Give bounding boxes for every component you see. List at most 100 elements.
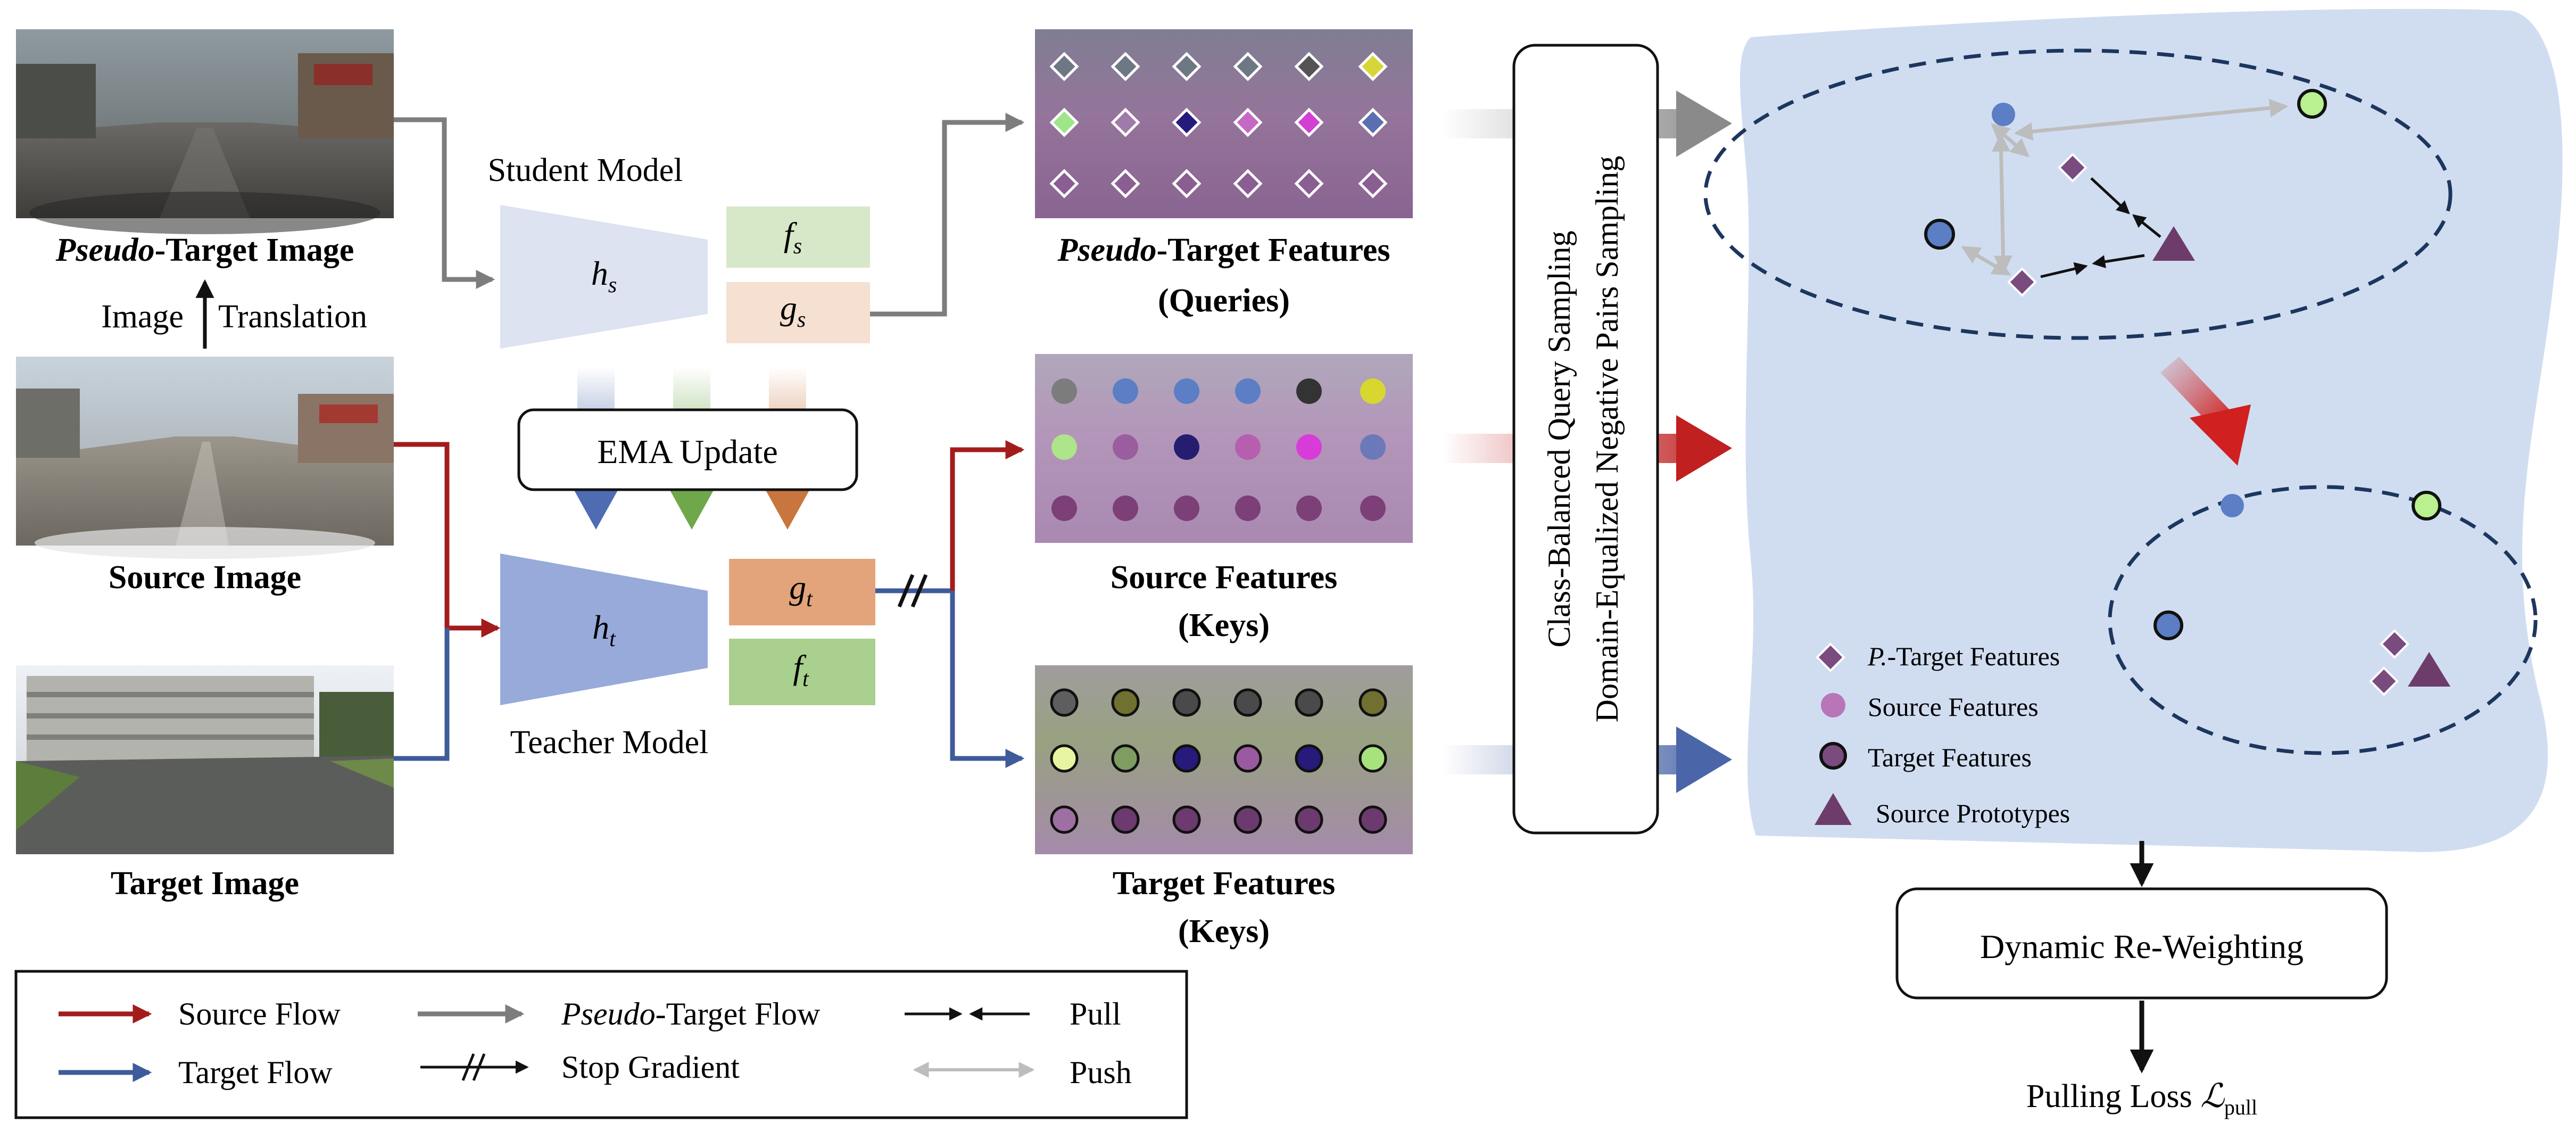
teacher-ft-box: [729, 639, 875, 705]
target-feature-marker: [1111, 805, 1140, 834]
embedding-cluster-before: [1703, 48, 2453, 340]
embedding-cluster-after: [2108, 485, 2538, 755]
legend-target-features-label: Target Features: [1868, 742, 2032, 772]
legend-source-prototypes-icon: [1815, 793, 1852, 825]
target-feature-marker: [1359, 744, 1387, 773]
student-model-label: Student Model: [488, 152, 683, 188]
student-gs-box: [726, 282, 870, 343]
after-source-prototype: [2408, 652, 2450, 687]
pull-arrow-2: [2132, 214, 2161, 238]
source-feature-marker: [1051, 496, 1077, 521]
source-feature-marker: [1360, 378, 1386, 404]
feature-map-markers: [1049, 52, 1388, 834]
query-feature-marker: [1172, 108, 1202, 137]
legend-stop-gradient-slash-1: [461, 1053, 475, 1081]
target-feature-point-blue: [1924, 219, 1955, 250]
target-feature-marker: [1172, 805, 1201, 834]
after-source-feature-point-blue: [2221, 494, 2244, 517]
legend-pseudo-target-icon: [1816, 642, 1845, 672]
target-flow-arrow-to-keys: [950, 591, 1025, 768]
source-image-caption: Source Image: [109, 559, 301, 596]
target-feature-point-green: [2297, 89, 2327, 119]
source-feature-marker: [1113, 378, 1138, 404]
after-target-feature-point-blue: [2153, 610, 2183, 640]
legend-stop-gradient-slash-2: [472, 1053, 486, 1081]
query-feature-marker: [1049, 52, 1079, 81]
source-feature-point-blue: [1992, 103, 2015, 126]
image-translation-right-label: Translation: [218, 299, 367, 335]
sampling-arrow-red-head: [1676, 415, 1732, 482]
source-feature-marker: [1296, 434, 1322, 460]
legend-pull-label: Pull: [1070, 996, 1121, 1031]
transition-arrow-head: [2190, 404, 2251, 466]
source-feature-marker: [1174, 378, 1199, 404]
pseudo-flow-arrow-to-student: [394, 117, 495, 289]
target-feature-map: [1035, 665, 1413, 854]
query-feature-marker: [1049, 108, 1079, 137]
source-feature-marker: [1051, 378, 1077, 404]
target-feature-marker: [1359, 688, 1387, 717]
student-gs-label: gs: [780, 289, 806, 332]
sampling-class-balanced-label: Class-Balanced Query Sampling: [1542, 230, 1577, 647]
legend-source-prototypes-label: Source Prototypes: [1876, 798, 2070, 828]
push-arrow-1: [2014, 98, 2289, 141]
source-feature-marker: [1296, 378, 1322, 404]
target-feature-marker: [1172, 688, 1201, 717]
flow-legend-box: [14, 970, 1188, 1119]
target-feature-marker: [1233, 744, 1262, 773]
source-feature-marker: [1235, 378, 1261, 404]
query-feature-marker: [1294, 108, 1324, 137]
sampling-box: [1512, 44, 1659, 835]
target-feature-marker: [1172, 744, 1201, 773]
source-feature-map: [1035, 354, 1413, 543]
source-feature-marker: [1235, 496, 1261, 521]
ema-update-label: EMA Update: [597, 433, 778, 470]
source-image: [16, 357, 394, 559]
ema-arrowhead-green: [665, 482, 718, 530]
source-feature-marker: [1113, 434, 1138, 460]
source-prototype-1: [2152, 226, 2195, 261]
target-feature-marker: [1233, 805, 1262, 834]
ema-arrowhead-orange: [761, 482, 814, 530]
pseudo-target-features-title: Pseudo-Target Features: [1057, 232, 1390, 268]
after-pseudo-target-feature-point-2: [2369, 666, 2399, 696]
query-feature-marker: [1111, 108, 1140, 137]
legend-target-flow-label: Target Flow: [178, 1055, 333, 1090]
pseudo-target-feature-map: [1035, 29, 1413, 218]
source-flow-arrow-to-teacher: [394, 442, 501, 638]
pull-arrow-1: [2090, 177, 2130, 214]
target-features-subtitle: (Keys): [1178, 913, 1270, 950]
target-feature-marker: [1050, 688, 1079, 717]
legend-pseudo-flow-label: Pseudo-Target Flow: [561, 996, 821, 1031]
legend-push-label: Push: [1070, 1055, 1132, 1090]
teacher-encoder: [500, 554, 708, 705]
query-feature-marker: [1049, 169, 1079, 199]
query-feature-marker: [1233, 52, 1263, 81]
query-feature-marker: [1358, 108, 1388, 137]
target-feature-marker: [1359, 805, 1387, 834]
source-feature-marker: [1360, 434, 1386, 460]
after-target-feature-point-green: [2412, 491, 2441, 521]
source-features-subtitle: (Keys): [1178, 607, 1270, 643]
target-feature-marker: [1233, 688, 1262, 717]
sampling-domain-equalized-label: Domain-Equalized Negative Pairs Sampling: [1589, 156, 1625, 723]
query-feature-marker: [1358, 52, 1388, 81]
target-feature-marker: [1050, 744, 1079, 773]
source-feature-marker: [1174, 434, 1199, 460]
legend-source-features-icon: [1821, 693, 1845, 717]
query-feature-marker: [1172, 52, 1202, 81]
source-flow-arrow-to-keys: [950, 440, 1025, 591]
target-feature-marker: [1111, 744, 1140, 773]
student-fs-box: [726, 207, 870, 268]
legend-source-flow-label: Source Flow: [178, 996, 341, 1031]
transition-arrow-body: [2160, 357, 2230, 426]
pseudo-target-feature-point-1: [2058, 153, 2088, 183]
push-arrow-3: [1992, 133, 2012, 275]
query-feature-marker: [1233, 169, 1263, 199]
sampling-arrow-gray-head: [1676, 90, 1732, 157]
teacher-gt-box: [729, 559, 875, 625]
target-feature-marker: [1050, 805, 1079, 834]
target-feature-marker: [1111, 688, 1140, 717]
source-features-title: Source Features: [1111, 559, 1337, 596]
legend-stop-gradient-label: Stop Gradient: [561, 1050, 740, 1085]
